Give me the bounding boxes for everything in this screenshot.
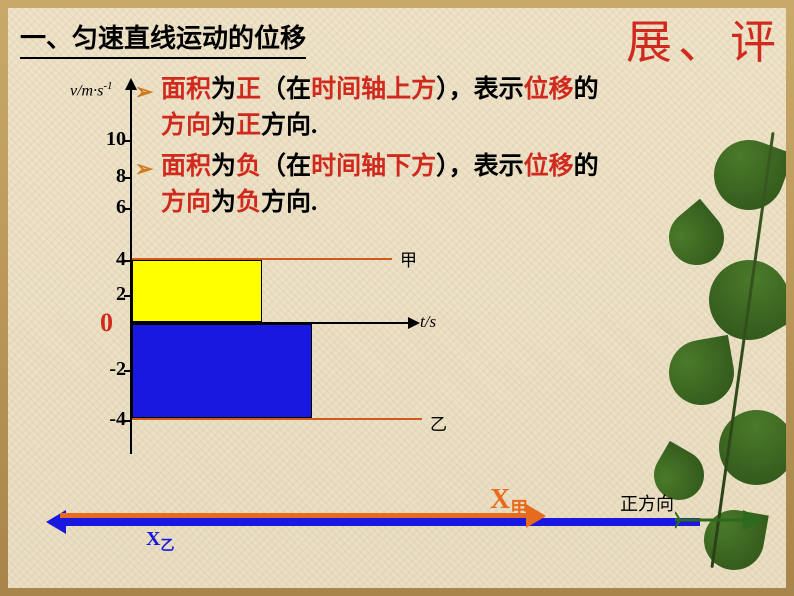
y-tick-mark	[124, 177, 130, 179]
x-axis-arrow	[408, 317, 420, 329]
x-jia-label: X甲	[490, 484, 528, 521]
y-tick-label: 4	[96, 248, 126, 271]
green-direction-arrow	[675, 500, 765, 540]
line-jia	[132, 258, 392, 260]
x-axis-label: t/s	[420, 312, 436, 332]
zero-label: 0	[100, 308, 113, 338]
orange-arrow-head	[526, 504, 546, 528]
displacement-arrows: X甲 X乙 正方向	[60, 490, 760, 580]
x-yi-label: X乙	[146, 528, 174, 555]
y-tick-label: 8	[96, 165, 126, 188]
y-tick-mark	[124, 295, 130, 297]
y-tick-mark	[124, 140, 130, 142]
section-title: 一、匀速直线运动的位移	[20, 18, 306, 59]
y-axis-arrow	[125, 78, 137, 90]
text-segment: ），表示	[436, 76, 524, 103]
text-segment: 的	[574, 76, 599, 103]
text-segment: 位移	[524, 76, 574, 103]
y-tick-label: 2	[96, 283, 126, 306]
line-yi	[132, 418, 422, 420]
text-segment: ），表示	[436, 153, 524, 180]
text-segment: 位移	[524, 153, 574, 180]
bar-positive	[132, 260, 262, 322]
blue-arrow-shaft	[60, 518, 700, 526]
vt-chart: v/m·s-1 t/s 108642-2-4 0 甲 乙	[60, 90, 420, 470]
y-axis-label: v/m·s-1	[70, 80, 113, 100]
y-tick-label: -2	[96, 358, 126, 381]
y-tick-label: 10	[96, 128, 126, 151]
label-yi: 乙	[430, 410, 447, 435]
bar-negative	[132, 324, 312, 418]
stamp-label: 展、评	[626, 6, 782, 72]
y-tick-mark	[124, 208, 130, 210]
y-tick-mark	[124, 420, 130, 422]
y-tick-mark	[124, 260, 130, 262]
y-tick-label: 6	[96, 196, 126, 219]
y-tick-label: -4	[96, 408, 126, 431]
direction-label: 正方向	[620, 490, 674, 516]
y-tick-mark	[124, 370, 130, 372]
text-segment: 的	[574, 153, 599, 180]
orange-arrow-shaft	[60, 513, 530, 518]
label-jia: 甲	[400, 246, 417, 271]
